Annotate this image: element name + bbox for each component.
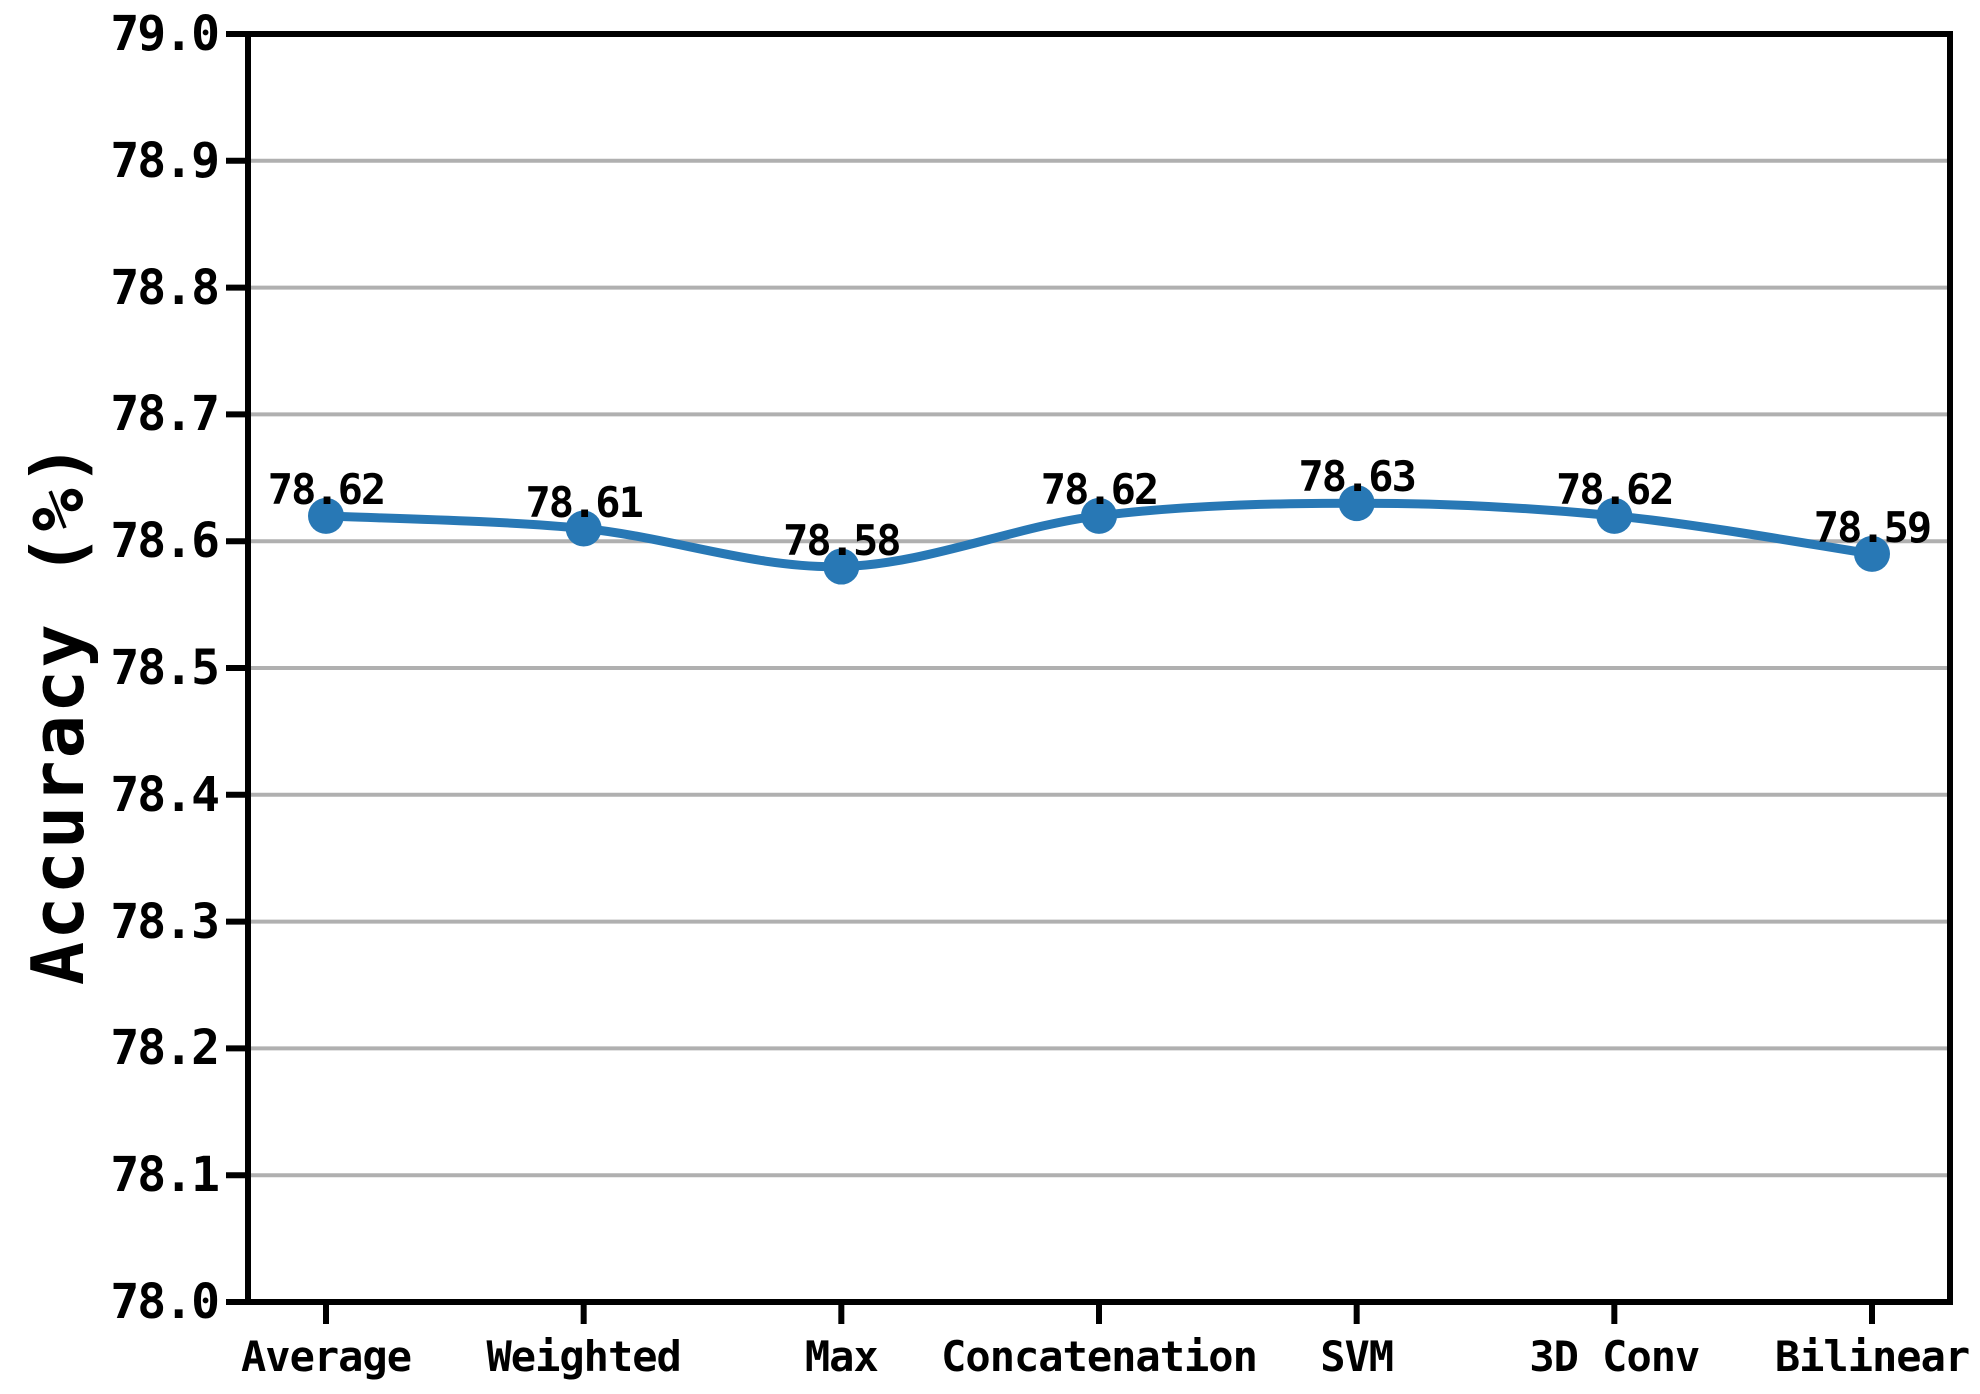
data-point-marker: [565, 510, 602, 547]
y-tick-label: 78.1: [110, 1147, 220, 1204]
y-tick-label: 79.0: [110, 6, 220, 62]
point-value-label: 78.58: [783, 515, 901, 565]
point-value-label: 78.59: [1813, 502, 1932, 552]
point-value-label: 78.62: [267, 464, 386, 514]
y-tick-label: 78.5: [110, 640, 220, 696]
x-category-label: Bilinear: [1774, 1332, 1970, 1381]
y-tick-label: 78.3: [110, 893, 220, 950]
y-tick-label: 78.6: [110, 513, 220, 570]
x-category-label: Average: [240, 1332, 412, 1381]
data-point-marker: [308, 497, 344, 534]
x-category-label: 3D Conv: [1529, 1332, 1700, 1381]
point-value-label: 78.63: [1298, 452, 1416, 502]
y-tick-label: 78.8: [110, 259, 220, 316]
x-category-label: SVM: [1320, 1332, 1394, 1381]
x-category-label: Max: [804, 1332, 879, 1381]
y-tick-label: 78.9: [110, 132, 220, 189]
x-category-label: Concatenation: [941, 1332, 1258, 1381]
x-category-label: Weighted: [486, 1332, 682, 1381]
point-value-label: 78.62: [1556, 464, 1674, 514]
y-axis-title: Accuracy (%): [16, 440, 100, 986]
point-value-label: 78.61: [525, 477, 643, 527]
y-tick-label: 78.7: [110, 386, 220, 443]
data-point-marker: [1338, 485, 1375, 522]
y-tick-label: 78.4: [110, 766, 220, 823]
data-point-marker: [1081, 497, 1117, 534]
data-point-marker: [823, 548, 860, 585]
data-point-marker: [1854, 535, 1890, 572]
data-point-marker: [1596, 497, 1633, 534]
y-tick-label: 78.2: [110, 1020, 220, 1077]
point-value-label: 78.62: [1040, 464, 1159, 514]
y-tick-label: 78.0: [110, 1274, 220, 1330]
